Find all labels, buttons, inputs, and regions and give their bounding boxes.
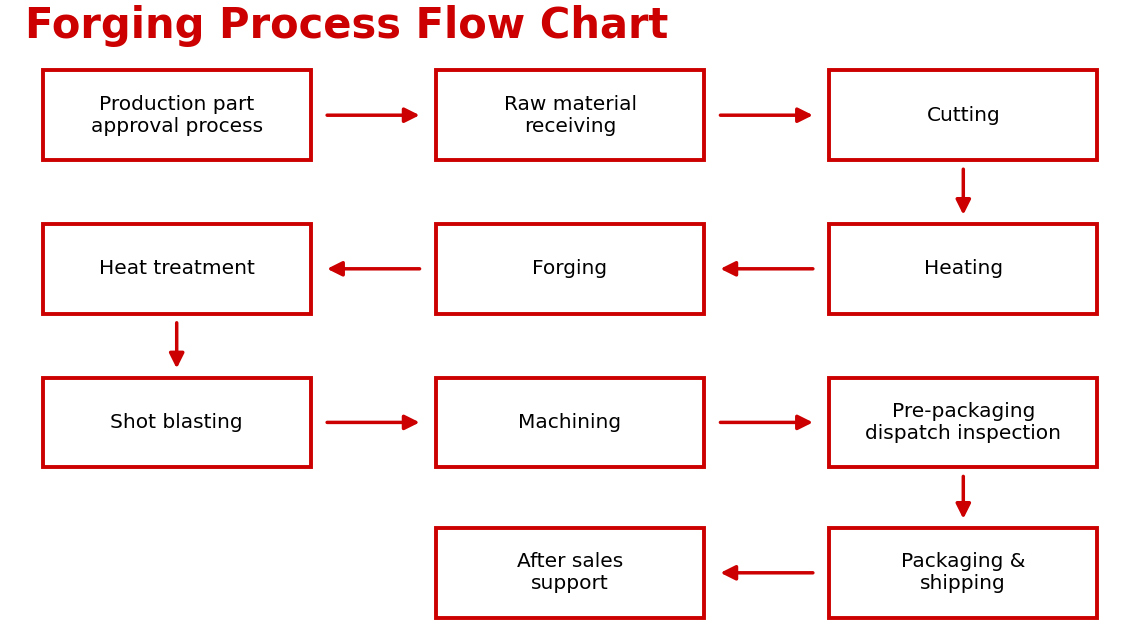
FancyBboxPatch shape [43,378,310,467]
FancyBboxPatch shape [830,70,1097,160]
FancyBboxPatch shape [830,224,1097,314]
FancyBboxPatch shape [435,70,703,160]
Text: After sales
support: After sales support [516,552,624,593]
Text: Heat treatment: Heat treatment [99,259,254,278]
FancyBboxPatch shape [435,378,703,467]
Text: Raw material
receiving: Raw material receiving [504,95,636,136]
Text: Pre-packaging
dispatch inspection: Pre-packaging dispatch inspection [865,402,1061,443]
Text: Forging: Forging [532,259,608,278]
Text: Forging Process Flow Chart: Forging Process Flow Chart [25,4,668,47]
Text: Heating: Heating [923,259,1003,278]
Text: Cutting: Cutting [927,106,1000,125]
Text: Shot blasting: Shot blasting [111,413,243,432]
Text: Production part
approval process: Production part approval process [91,95,262,136]
Text: Machining: Machining [519,413,621,432]
Text: Packaging &
shipping: Packaging & shipping [901,552,1026,593]
FancyBboxPatch shape [43,224,310,314]
FancyBboxPatch shape [43,70,310,160]
FancyBboxPatch shape [830,378,1097,467]
FancyBboxPatch shape [435,224,703,314]
FancyBboxPatch shape [830,528,1097,618]
FancyBboxPatch shape [435,528,703,618]
